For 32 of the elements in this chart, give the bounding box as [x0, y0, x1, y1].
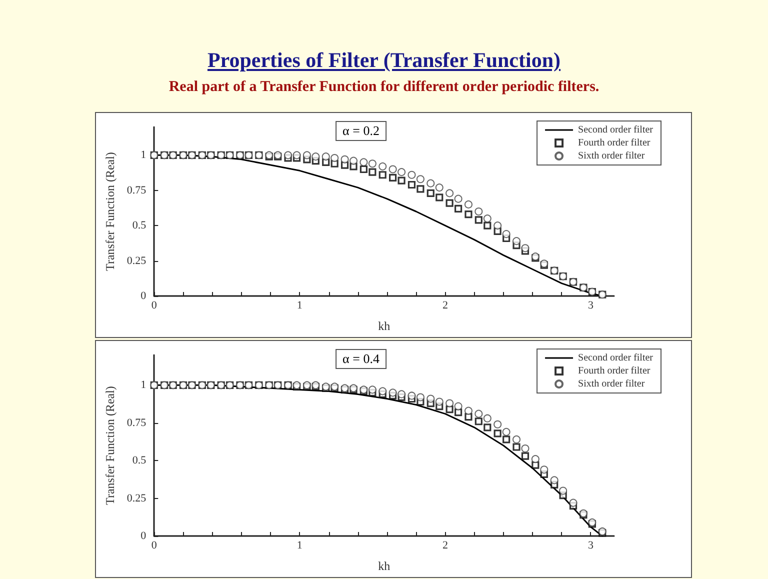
legend-label: Sixth order filter [578, 150, 646, 162]
x-axis-title: kh [378, 559, 390, 573]
y-tick-label: 0 [140, 290, 147, 302]
y-tick-label: 0 [140, 530, 147, 542]
legend-label: Sixth order filter [578, 378, 646, 390]
x-tick-label: 2 [442, 300, 448, 312]
x-tick-label: 2 [442, 540, 448, 552]
y-tick-label: 0.75 [126, 416, 147, 429]
chart-subtitle: Real part of a Transfer Function for different order periodic filters. [168, 79, 600, 96]
y-tick-label: 0.75 [126, 184, 147, 196]
x-tick-label: 0 [151, 540, 158, 552]
y-tick-label: 0.25 [126, 492, 147, 504]
x-tick-label: 0 [151, 300, 158, 312]
annotation: α = 0.4 [336, 349, 386, 369]
x-tick-label: 1 [296, 540, 302, 552]
x-tick-label: 3 [588, 300, 594, 312]
y-axis-title: Transfer Function (Real) [103, 386, 117, 505]
y-axis-title: Transfer Function (Real) [103, 152, 117, 271]
y-tick-label: 0.25 [126, 254, 147, 267]
annotation: α = 0.2 [336, 121, 386, 141]
y-tick-label: 0.5 [132, 454, 147, 467]
legend-label: Second order filter [578, 352, 654, 364]
y-tick-label: 1 [140, 379, 146, 392]
legend-label: Second order filter [578, 124, 654, 136]
legend-label: Fourth order filter [578, 366, 651, 376]
y-tick-label: 1 [140, 149, 146, 162]
x-axis-title: kh [378, 319, 390, 333]
y-tick-label: 0.5 [132, 220, 147, 232]
x-tick-label: 3 [588, 540, 594, 552]
x-tick-label: 1 [296, 300, 302, 312]
legend-label: Fourth order filter [578, 138, 651, 148]
chart-title: Properties of Filter (Transfer Function) [206, 48, 562, 73]
